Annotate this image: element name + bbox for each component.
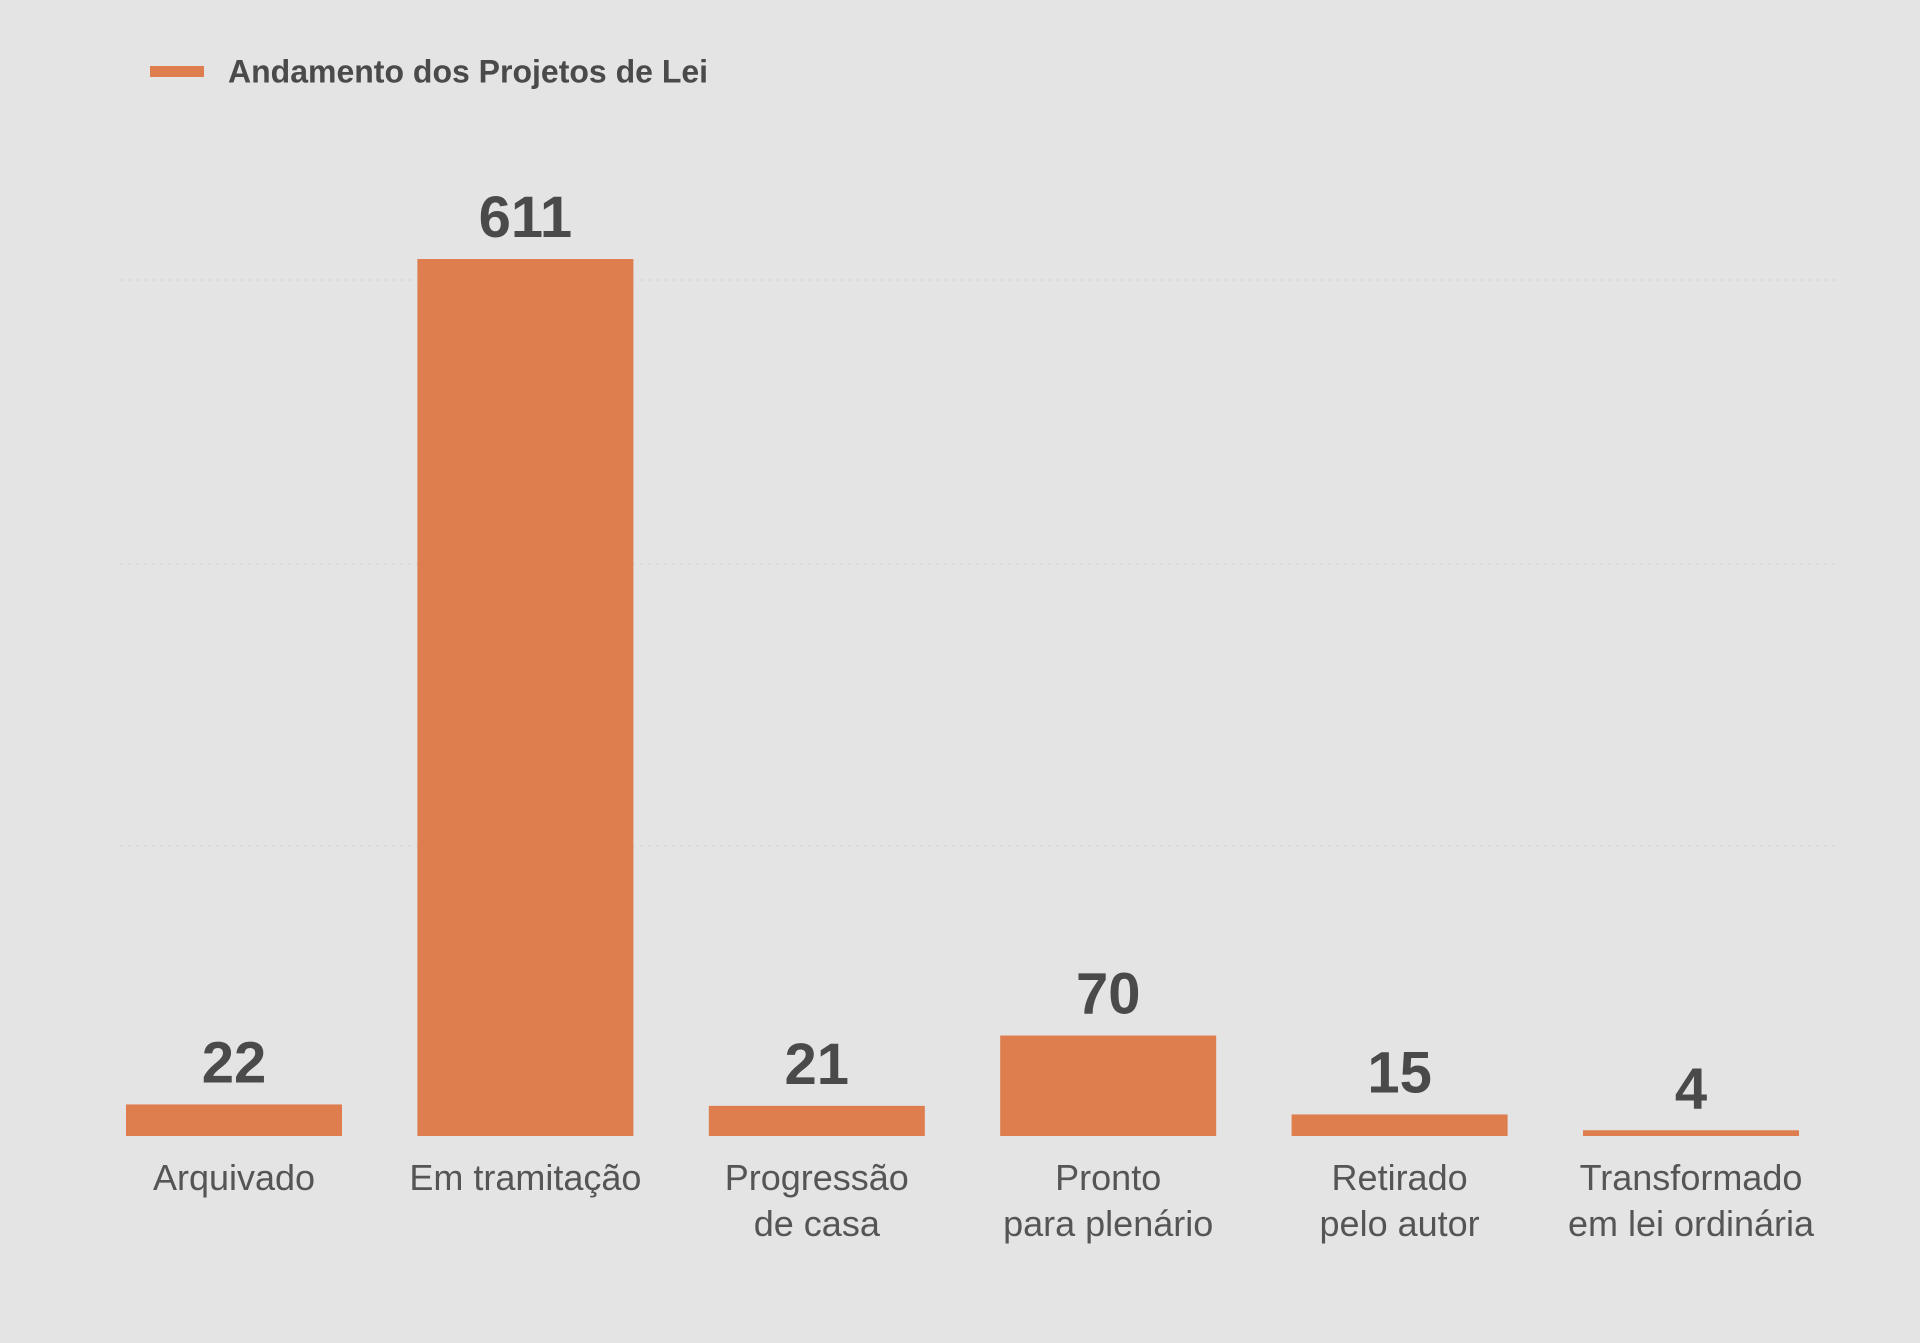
category-labels: Arquivado Em tramitação Progressão de casa P…: [153, 1157, 1815, 1244]
gridlines: [120, 279, 1835, 847]
legend: Andamento dos Projetos de Lei: [150, 53, 708, 89]
bar: [126, 1104, 342, 1136]
bar: [1000, 1035, 1217, 1136]
category-label: em lei ordinária: [1568, 1203, 1815, 1244]
category-label: pelo autor: [1320, 1203, 1480, 1244]
data-label: 4: [1675, 1056, 1707, 1121]
category-label: Retirado: [1332, 1157, 1468, 1198]
value-labels: 22 611 21 70 15 4: [202, 185, 1707, 1121]
data-label: 22: [202, 1030, 267, 1095]
category-label: para plenário: [1003, 1203, 1213, 1244]
category-label: Arquivado: [153, 1157, 315, 1198]
bar: [417, 259, 634, 1136]
data-label: 70: [1076, 962, 1141, 1027]
data-label: 611: [479, 185, 573, 250]
legend-swatch: [150, 66, 204, 77]
data-label: 21: [785, 1032, 850, 1097]
category-label: Em tramitação: [409, 1157, 641, 1198]
bar: [708, 1105, 925, 1136]
bar: [1291, 1114, 1508, 1136]
data-label: 15: [1367, 1040, 1432, 1105]
legend-label: Andamento dos Projetos de Lei: [228, 53, 708, 89]
bars: [126, 259, 1799, 1136]
category-label: de casa: [754, 1203, 881, 1244]
category-label: Progressão: [725, 1157, 909, 1198]
category-label: Pronto: [1055, 1157, 1161, 1198]
bar: [1583, 1130, 1799, 1136]
category-label: Transformado: [1580, 1157, 1803, 1198]
